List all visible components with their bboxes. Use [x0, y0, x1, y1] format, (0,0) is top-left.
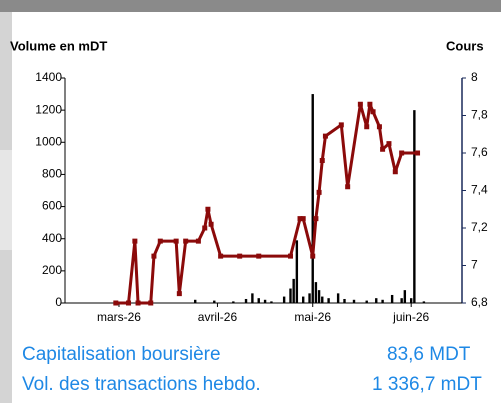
- price-marker: [151, 253, 157, 259]
- stat-label: Capitalisation boursière: [22, 344, 221, 365]
- price-marker: [183, 238, 189, 244]
- price-marker: [376, 124, 382, 130]
- volume-bar: [308, 293, 311, 303]
- y-tick-label: 600: [42, 199, 62, 213]
- volume-bar: [336, 293, 340, 303]
- y2-tick-label: 7,4: [471, 183, 488, 197]
- price-marker: [256, 253, 262, 259]
- volume-bar: [352, 299, 356, 303]
- price-marker: [173, 238, 179, 244]
- top-frame: [0, 0, 501, 12]
- volume-bar: [403, 290, 407, 303]
- price-marker: [370, 109, 376, 115]
- y2-tick-label: 6,8: [471, 295, 488, 309]
- y2-tick-label: 7,6: [471, 145, 488, 159]
- y-tick-label: 800: [42, 167, 62, 181]
- price-marker: [399, 150, 405, 156]
- volume-bar: [390, 294, 394, 303]
- price-marker: [380, 146, 386, 152]
- volume-bar: [251, 293, 254, 303]
- price-marker: [357, 101, 363, 107]
- price-marker: [364, 124, 370, 130]
- volume-bar: [232, 301, 235, 303]
- price-marker: [135, 300, 141, 306]
- volume-bar: [194, 299, 197, 303]
- volume-bar: [311, 94, 314, 303]
- volume-bar: [317, 290, 321, 303]
- y-tick-label: 1400: [35, 70, 62, 84]
- volume-bar: [375, 298, 378, 303]
- y-tick-label: 400: [42, 231, 62, 245]
- volume-bar: [321, 296, 324, 303]
- x-tick-label: juin-26: [392, 310, 429, 324]
- price-marker: [148, 300, 154, 306]
- price-marker: [202, 225, 208, 231]
- volume-bar: [213, 300, 216, 303]
- volume-bar: [381, 299, 384, 303]
- price-marker: [113, 300, 119, 306]
- volume-bar: [292, 278, 295, 303]
- stat-label: Vol. des transactions hebdo.: [22, 374, 261, 395]
- price-marker: [316, 189, 322, 195]
- volume-bar: [343, 298, 346, 303]
- y2-tick-label: 7: [471, 258, 478, 272]
- y-axis-title: Volume en mDT: [10, 38, 107, 53]
- volume-bar: [422, 301, 426, 303]
- price-marker: [415, 150, 421, 156]
- volume-bar: [327, 298, 330, 303]
- volume-bar: [295, 240, 299, 303]
- y-tick-label: 200: [42, 263, 62, 277]
- price-marker: [392, 169, 398, 175]
- volume-bar: [302, 296, 305, 303]
- y-tick-label: 1200: [35, 102, 62, 116]
- price-marker: [218, 253, 224, 259]
- price-marker: [126, 300, 132, 306]
- y2-tick-label: 7,2: [471, 220, 488, 234]
- price-marker: [132, 238, 138, 244]
- price-marker: [157, 238, 163, 244]
- price-marker: [310, 253, 316, 259]
- y-tick-label: 1000: [35, 134, 62, 148]
- volume-bar: [289, 288, 292, 303]
- price-marker: [367, 101, 373, 107]
- price-marker: [300, 216, 306, 222]
- price-line: [115, 102, 418, 305]
- volume-bar: [263, 299, 267, 303]
- price-marker: [313, 216, 319, 222]
- volume-bar: [257, 298, 260, 303]
- y-tick-label: 0: [55, 295, 62, 309]
- stat-value: 83,6 MDT: [387, 344, 471, 365]
- left-frame-band: [0, 150, 12, 250]
- price-marker: [195, 238, 201, 244]
- volume-bar: [270, 301, 273, 303]
- y2-tick-label: 8: [471, 70, 478, 84]
- price-marker: [205, 206, 211, 212]
- volume-bar: [365, 300, 368, 303]
- price-marker: [176, 291, 182, 297]
- x-tick-label: mai-26: [294, 310, 331, 324]
- price-marker: [237, 253, 243, 259]
- stat-value: 1 336,7 mDT: [372, 374, 482, 395]
- x-tick-label: mars-26: [97, 310, 141, 324]
- price-marker: [386, 141, 392, 147]
- volume-bar: [282, 296, 286, 303]
- price-marker: [345, 184, 351, 190]
- x-tick-label: avril-26: [198, 310, 238, 324]
- price-marker: [287, 253, 293, 259]
- volume-bar: [400, 298, 403, 303]
- price-marker: [319, 158, 325, 163]
- price-marker: [208, 221, 214, 227]
- price-marker: [338, 122, 344, 128]
- y2-axis-title: Cours: [446, 38, 484, 53]
- volume-bar: [314, 282, 318, 303]
- volume-bar: [413, 110, 416, 304]
- y2-tick-label: 7,8: [471, 108, 488, 122]
- volume-bar: [409, 298, 413, 303]
- price-marker: [322, 133, 328, 139]
- price-marker: [297, 216, 303, 222]
- volume-bar: [244, 298, 248, 303]
